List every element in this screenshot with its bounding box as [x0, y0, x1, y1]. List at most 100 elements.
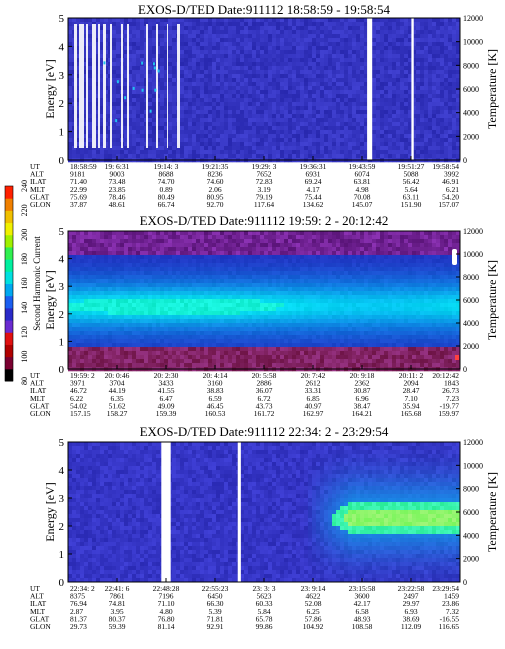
- spectrogram-cell: [324, 134, 329, 139]
- spectrogram-cell: [200, 74, 205, 79]
- spectrogram-cell: [104, 146, 109, 151]
- spectrogram-cell: [128, 34, 133, 39]
- spectrogram-cell: [112, 42, 117, 47]
- spectrogram-cell: [412, 42, 417, 47]
- spectrogram-cell: [252, 94, 257, 99]
- spectrogram-cell: [124, 307, 129, 312]
- spectrogram-cell: [96, 263, 101, 268]
- spectrogram-cell: [236, 146, 241, 151]
- spectrogram-cell: [312, 150, 317, 155]
- spectrogram-cell: [160, 339, 165, 344]
- spectrogram-cell: [112, 34, 117, 39]
- spectrogram-cell: [172, 134, 177, 139]
- spectrogram-cell: [108, 239, 113, 244]
- spectrogram-cell: [180, 82, 185, 87]
- spectrogram-cell: [88, 94, 93, 99]
- spectrogram-cell: [156, 38, 161, 43]
- spectrogram-speck: [103, 61, 106, 65]
- spectrogram-cell: [216, 130, 221, 135]
- spectrogram-cell: [212, 74, 217, 79]
- spectrogram-cell: [400, 110, 405, 115]
- spectrogram-cell: [404, 86, 409, 91]
- spectrogram-cell: [228, 150, 233, 155]
- spectrogram-cell: [348, 54, 353, 59]
- spectrogram-cell: [160, 331, 165, 336]
- spectrogram-cell: [128, 38, 133, 43]
- spectrogram-cell: [452, 58, 457, 63]
- spectrogram-cell: [148, 86, 153, 91]
- orbit-value: 3992: [444, 170, 459, 179]
- data-gap: [86, 24, 88, 148]
- spectrogram-cell: [104, 18, 109, 23]
- spectrogram-cell: [160, 259, 165, 264]
- spectrogram-cell: [212, 259, 217, 264]
- spectrogram-cell: [352, 146, 357, 151]
- spectrogram-cell: [80, 299, 85, 304]
- spectrogram-cell: [104, 335, 109, 340]
- spectrogram-cell: [120, 299, 125, 304]
- spectrogram-cell: [452, 38, 457, 43]
- spectrogram-cell: [228, 98, 233, 103]
- spectrogram-cell: [100, 62, 105, 67]
- spectrogram-cell: [188, 251, 193, 256]
- spectrogram-cell: [136, 315, 141, 320]
- spectrogram-cell: [404, 50, 409, 55]
- spectrogram-cell: [456, 50, 461, 55]
- spectrogram-cell: [272, 134, 277, 139]
- spectrogram-cell: [80, 355, 85, 360]
- spectrogram-cell: [408, 30, 413, 35]
- spectrogram-cell: [244, 50, 249, 55]
- spectrogram-cell: [132, 122, 137, 127]
- spectrogram-cell: [204, 295, 209, 300]
- spectrogram-cell: [112, 86, 117, 91]
- spectrogram-cell: [360, 82, 365, 87]
- spectrogram-cell: [300, 90, 305, 95]
- spectrogram-cell: [268, 106, 273, 111]
- spectrogram-cell: [108, 150, 113, 155]
- spectrogram-cell: [172, 86, 177, 91]
- spectrogram-cell: [160, 239, 165, 244]
- spectrogram-cell: [224, 90, 229, 95]
- spectrogram-cell: [284, 102, 289, 107]
- spectrogram-cell: [240, 46, 245, 51]
- spectrogram-cell: [256, 106, 261, 111]
- spectrogram-cell: [164, 58, 169, 63]
- spectrogram-cell: [436, 138, 441, 143]
- spectrogram-cell: [196, 275, 201, 280]
- spectrogram-cell: [208, 146, 213, 151]
- spectrogram-cell: [436, 118, 441, 123]
- spectrogram-cell: [268, 62, 273, 67]
- spectrogram-cell: [144, 327, 149, 332]
- spectrogram-cell: [204, 26, 209, 31]
- spectrogram-cell: [76, 30, 81, 35]
- spectrogram-cell: [204, 251, 209, 256]
- spectrogram-cell: [100, 102, 105, 107]
- spectrogram-cell: [448, 46, 453, 51]
- spectrogram-cell: [260, 90, 265, 95]
- spectrogram-cell: [376, 74, 381, 79]
- spectrogram-cell: [152, 315, 157, 320]
- spectrogram-cell: [136, 46, 141, 51]
- spectrogram-cell: [416, 74, 421, 79]
- spectrogram-cell: [220, 138, 225, 143]
- spectrogram-cell: [276, 138, 281, 143]
- spectrogram-cell: [196, 247, 201, 252]
- spectrogram-cell: [76, 295, 81, 300]
- spectrogram-cell: [172, 94, 177, 99]
- spectrogram-cell: [156, 319, 161, 324]
- spectrogram-cell: [212, 343, 217, 348]
- spectrogram-cell: [376, 102, 381, 107]
- spectrogram-cell: [240, 98, 245, 103]
- spectrogram-cell: [320, 54, 325, 59]
- spectrogram-cell: [328, 50, 333, 55]
- spectrogram-cell: [236, 86, 241, 91]
- spectrogram-cell: [416, 130, 421, 135]
- spectrogram-cell: [300, 30, 305, 35]
- spectrogram-cell: [296, 58, 301, 63]
- spectrogram-cell: [416, 106, 421, 111]
- spectrogram-cell: [108, 275, 113, 280]
- spectrogram-cell: [328, 78, 333, 83]
- spectrogram-cell: [416, 110, 421, 115]
- spectrogram-cell: [244, 106, 249, 111]
- spectrogram-cell: [380, 58, 385, 63]
